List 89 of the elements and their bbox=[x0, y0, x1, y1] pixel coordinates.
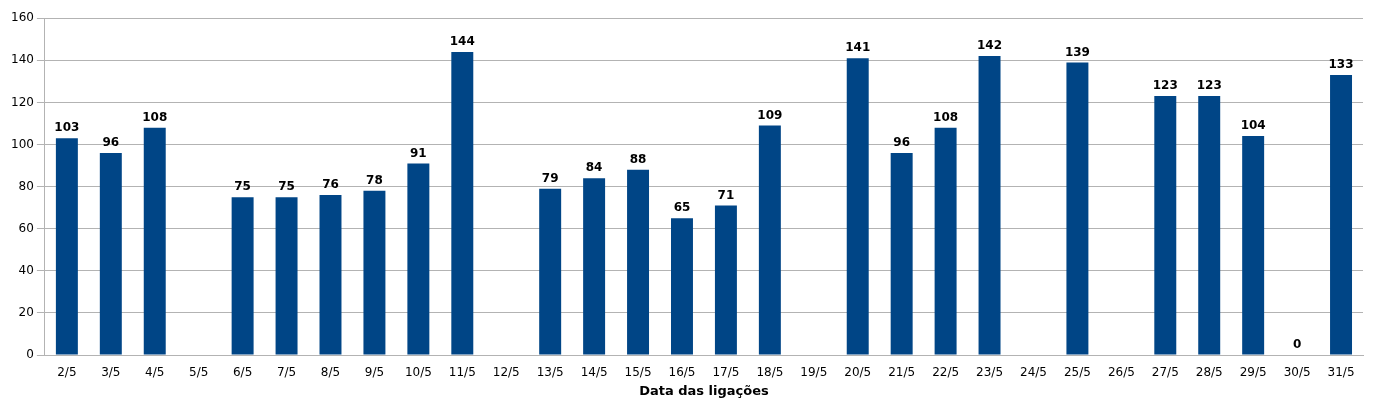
y-tick-label: 40 bbox=[18, 262, 34, 277]
data-label: 133 bbox=[1328, 57, 1354, 72]
data-label: 103 bbox=[54, 120, 80, 135]
bar bbox=[1066, 62, 1089, 355]
x-tick-label: 11/5 bbox=[448, 365, 476, 380]
x-tick-label: 15/5 bbox=[624, 365, 652, 380]
x-axis-title: Data das ligações bbox=[639, 382, 770, 398]
data-label: 78 bbox=[366, 172, 383, 187]
bar bbox=[1198, 96, 1221, 355]
x-tick-label: 12/5 bbox=[492, 365, 520, 380]
x-tick-label: 25/5 bbox=[1063, 365, 1091, 380]
data-label: 123 bbox=[1152, 78, 1178, 93]
bar bbox=[934, 127, 957, 355]
data-label: 123 bbox=[1196, 78, 1222, 93]
bar bbox=[231, 197, 254, 355]
x-tick-label: 10/5 bbox=[404, 365, 432, 380]
x-tick-label: 8/5 bbox=[320, 365, 341, 380]
x-tick-label: 20/5 bbox=[844, 365, 872, 380]
data-label: 65 bbox=[673, 200, 691, 215]
data-label: 141 bbox=[845, 40, 871, 55]
x-tick-label: 3/5 bbox=[101, 365, 121, 380]
x-tick-label: 2/5 bbox=[57, 365, 77, 380]
x-tick-label: 18/5 bbox=[756, 365, 784, 380]
data-label: 0 bbox=[1292, 337, 1302, 352]
data-label: 91 bbox=[410, 145, 427, 160]
bar bbox=[99, 152, 122, 355]
data-label: 96 bbox=[893, 135, 911, 150]
bar bbox=[539, 188, 562, 355]
bar bbox=[275, 197, 298, 355]
x-tick-label: 16/5 bbox=[668, 365, 696, 380]
data-label: 79 bbox=[541, 170, 559, 185]
bar bbox=[55, 138, 78, 355]
bar bbox=[846, 58, 869, 355]
data-label: 75 bbox=[278, 179, 295, 194]
bar bbox=[407, 163, 430, 355]
x-tick-label: 22/5 bbox=[932, 365, 960, 380]
bar bbox=[978, 56, 1001, 355]
data-label: 84 bbox=[585, 160, 603, 175]
x-tick-label: 21/5 bbox=[888, 365, 916, 380]
data-label: 139 bbox=[1064, 44, 1090, 59]
x-tick-label: 7/5 bbox=[276, 365, 297, 380]
x-tick-label: 27/5 bbox=[1151, 365, 1179, 380]
x-tick-label: 31/5 bbox=[1327, 365, 1355, 380]
y-tick-label: 160 bbox=[11, 10, 34, 25]
bar bbox=[890, 152, 913, 355]
data-label: 71 bbox=[717, 187, 735, 202]
x-tick-label: 4/5 bbox=[145, 365, 165, 380]
bar bbox=[143, 127, 166, 355]
y-tick-label: 100 bbox=[11, 136, 34, 151]
data-label: 108 bbox=[933, 109, 959, 124]
y-tick-label: 120 bbox=[11, 94, 34, 109]
data-label: 144 bbox=[449, 34, 475, 49]
x-tick-label: 6/5 bbox=[232, 365, 253, 380]
x-tick-label: 29/5 bbox=[1239, 365, 1267, 380]
bar bbox=[1154, 96, 1177, 355]
data-label: 104 bbox=[1240, 118, 1266, 133]
x-tick-label: 5/5 bbox=[189, 365, 209, 380]
data-label: 109 bbox=[757, 107, 783, 122]
data-label: 88 bbox=[629, 151, 647, 166]
x-tick-label: 23/5 bbox=[976, 365, 1004, 380]
x-tick-label: 13/5 bbox=[536, 365, 564, 380]
x-tick-label: 24/5 bbox=[1020, 365, 1047, 380]
x-tick-label: 26/5 bbox=[1107, 365, 1135, 380]
x-tick-label: 9/5 bbox=[364, 365, 385, 380]
y-tick-label: 60 bbox=[18, 220, 34, 235]
data-label: 108 bbox=[142, 109, 168, 124]
y-tick-label: 0 bbox=[26, 347, 34, 362]
data-label: 75 bbox=[234, 179, 251, 194]
bar bbox=[1330, 75, 1353, 355]
bar bbox=[758, 125, 781, 355]
y-tick-label: 140 bbox=[11, 52, 34, 67]
x-tick-label: 17/5 bbox=[712, 365, 740, 380]
data-label: 96 bbox=[102, 135, 120, 150]
data-label: 142 bbox=[977, 38, 1003, 53]
x-tick-label: 28/5 bbox=[1195, 365, 1223, 380]
x-tick-label: 19/5 bbox=[800, 365, 828, 380]
data-label: 76 bbox=[322, 177, 339, 192]
bar bbox=[583, 178, 606, 355]
bar bbox=[671, 218, 693, 355]
y-tick-label: 20 bbox=[18, 305, 34, 320]
bar bbox=[714, 205, 737, 355]
x-tick-label: 30/5 bbox=[1283, 365, 1311, 380]
bar bbox=[319, 195, 342, 355]
bar bbox=[627, 169, 650, 355]
bar bbox=[451, 51, 474, 355]
x-tick-label: 14/5 bbox=[580, 365, 608, 380]
bar bbox=[1242, 136, 1265, 355]
y-tick-label: 80 bbox=[18, 178, 34, 193]
bar bbox=[363, 190, 386, 355]
